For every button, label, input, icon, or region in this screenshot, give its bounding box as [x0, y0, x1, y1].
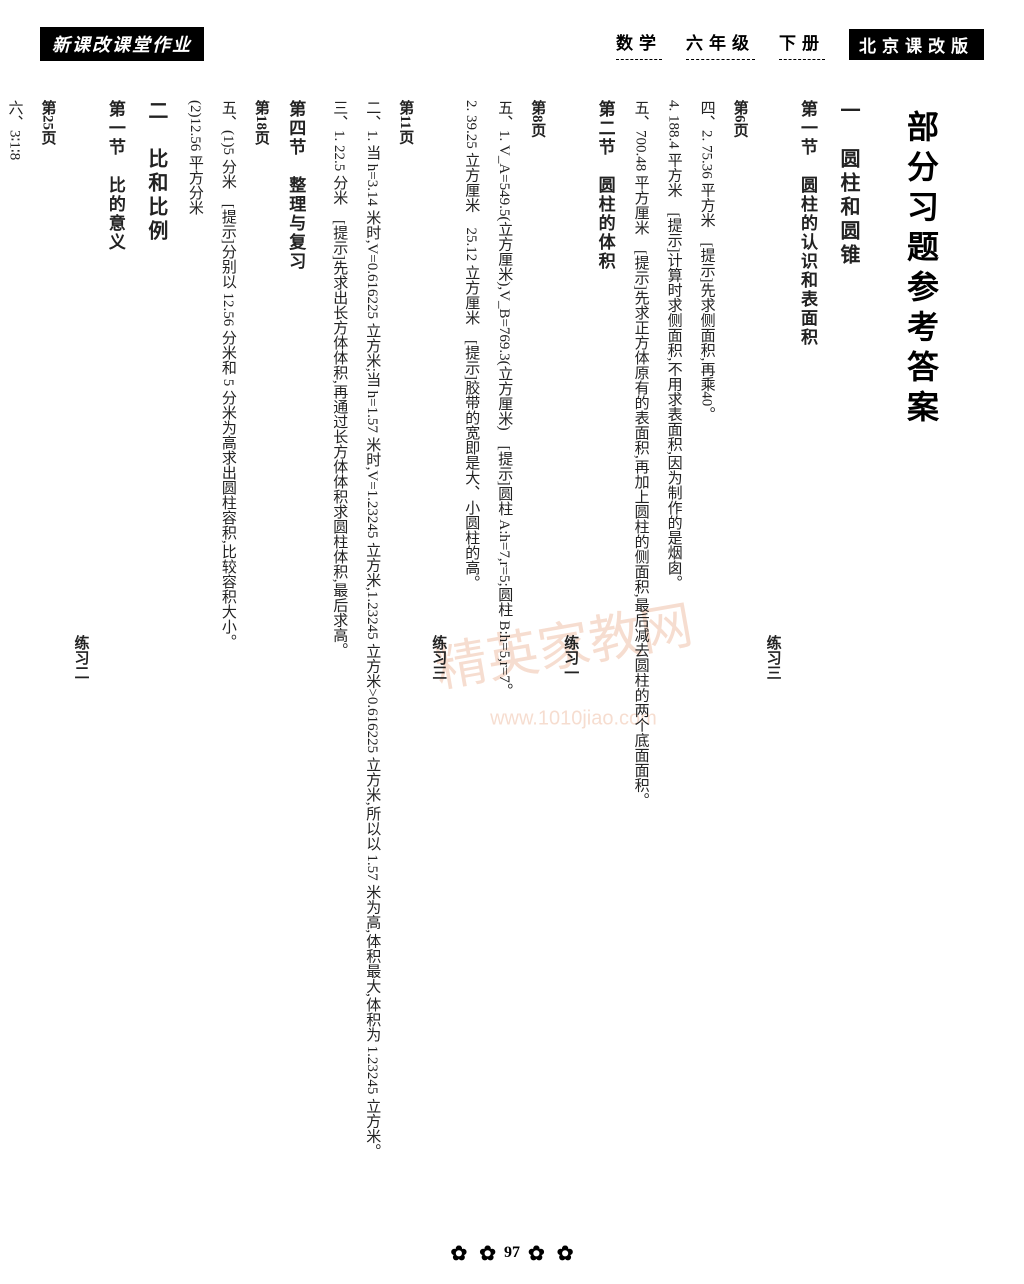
leaf-icon: ✿: [450, 1241, 467, 1266]
content-columns: 一 圆柱和圆锥 第一节 圆柱的认识和表面积 练习三 第6页 四、2. 75.36…: [60, 90, 874, 1224]
sec4-title: 第四节 整理与复习: [277, 100, 314, 1214]
leaf-icon: ✿: [528, 1241, 545, 1266]
ex-label: 练习三: [756, 100, 789, 1214]
answer-line: 四、2. 75.36 平方米 [提示]先求侧面积,再乘40。: [690, 100, 723, 1214]
answer-line: 五、(1)5 分米 [提示]分别以 12.56 分米和 5 分米为高求出圆柱容积…: [211, 100, 244, 1214]
page-ref: 第11页: [388, 100, 421, 1214]
meta-edition: 北京课改版: [849, 29, 984, 60]
answer-line: 五、1. V_A=549.5(立方厘米),V_B=769.3(立方厘米) [提示…: [487, 100, 520, 1214]
column-right: 一 圆柱和圆锥 第一节 圆柱的认识和表面积 练习三 第6页 四、2. 75.36…: [318, 90, 874, 1224]
page-ref: 第25页: [30, 100, 63, 1214]
page-root: 新课改课堂作业 数学 六年级 下册 北京课改版 部分习题参考答案 精英家教网 w…: [0, 0, 1024, 1284]
leaf-icon: ✿: [557, 1241, 574, 1266]
answer-line: (2)12.56 平方分米: [178, 100, 211, 1214]
meta-volume: 下册: [779, 29, 825, 60]
page-ref: 第6页: [723, 100, 756, 1214]
ex-label: 练习二: [63, 100, 96, 1214]
unit2-title: 二 比和比例: [134, 100, 178, 1214]
page-ref: 第18页: [244, 100, 277, 1214]
page-ref: 第8页: [520, 100, 553, 1214]
sec21-title: 第一节 比的意义: [96, 100, 133, 1214]
answer-line: 三、1. 22.5 分米 [提示]先求出长方体体积,再通过长方体体积求圆柱体积,…: [322, 100, 355, 1214]
page-header: 新课改课堂作业 数学 六年级 下册 北京课改版: [0, 20, 1024, 68]
column-left: 第四节 整理与复习 第18页 五、(1)5 分米 [提示]分别以 12.56 分…: [0, 90, 318, 1224]
leaf-icon: ✿: [479, 1241, 496, 1266]
meta-grade: 六年级: [686, 29, 755, 60]
answer-line: 六、3∶1∶8: [0, 100, 30, 1214]
ex-label: 练习一: [553, 100, 586, 1214]
unit1-title: 一 圆柱和圆锥: [826, 100, 870, 1214]
book-meta: 数学 六年级 下册 北京课改版: [616, 29, 984, 60]
page-number-value: 97: [504, 1244, 520, 1261]
main-title: 部分习题参考答案: [898, 110, 944, 430]
ex-label: 练习三: [421, 100, 454, 1214]
answer-line: 二、1. 当 h=3.14 米时,V=0.616225 立方米;当 h=1.57…: [355, 100, 388, 1214]
answer-line: 五、700.48 平方厘米 [提示]先求正方体原有的表面积,再加上圆柱的侧面积,…: [624, 100, 657, 1214]
book-title: 新课改课堂作业: [40, 27, 204, 61]
sec2-title: 第二节 圆柱的体积: [586, 100, 623, 1214]
answer-line: 2. 39.25 立方厘米 25.12 立方厘米 [提示]胶带的宽即是大、小圆柱…: [454, 100, 487, 1214]
page-number-footer: ✿ ✿ 97 ✿ ✿: [446, 1241, 577, 1266]
sec1-title: 第一节 圆柱的认识和表面积: [789, 100, 826, 1214]
meta-subject: 数学: [616, 29, 662, 60]
answer-line: 4. 188.4 平方米 [提示]计算时求侧面积,不用求表面积,因为制作的是烟囱…: [657, 100, 690, 1214]
